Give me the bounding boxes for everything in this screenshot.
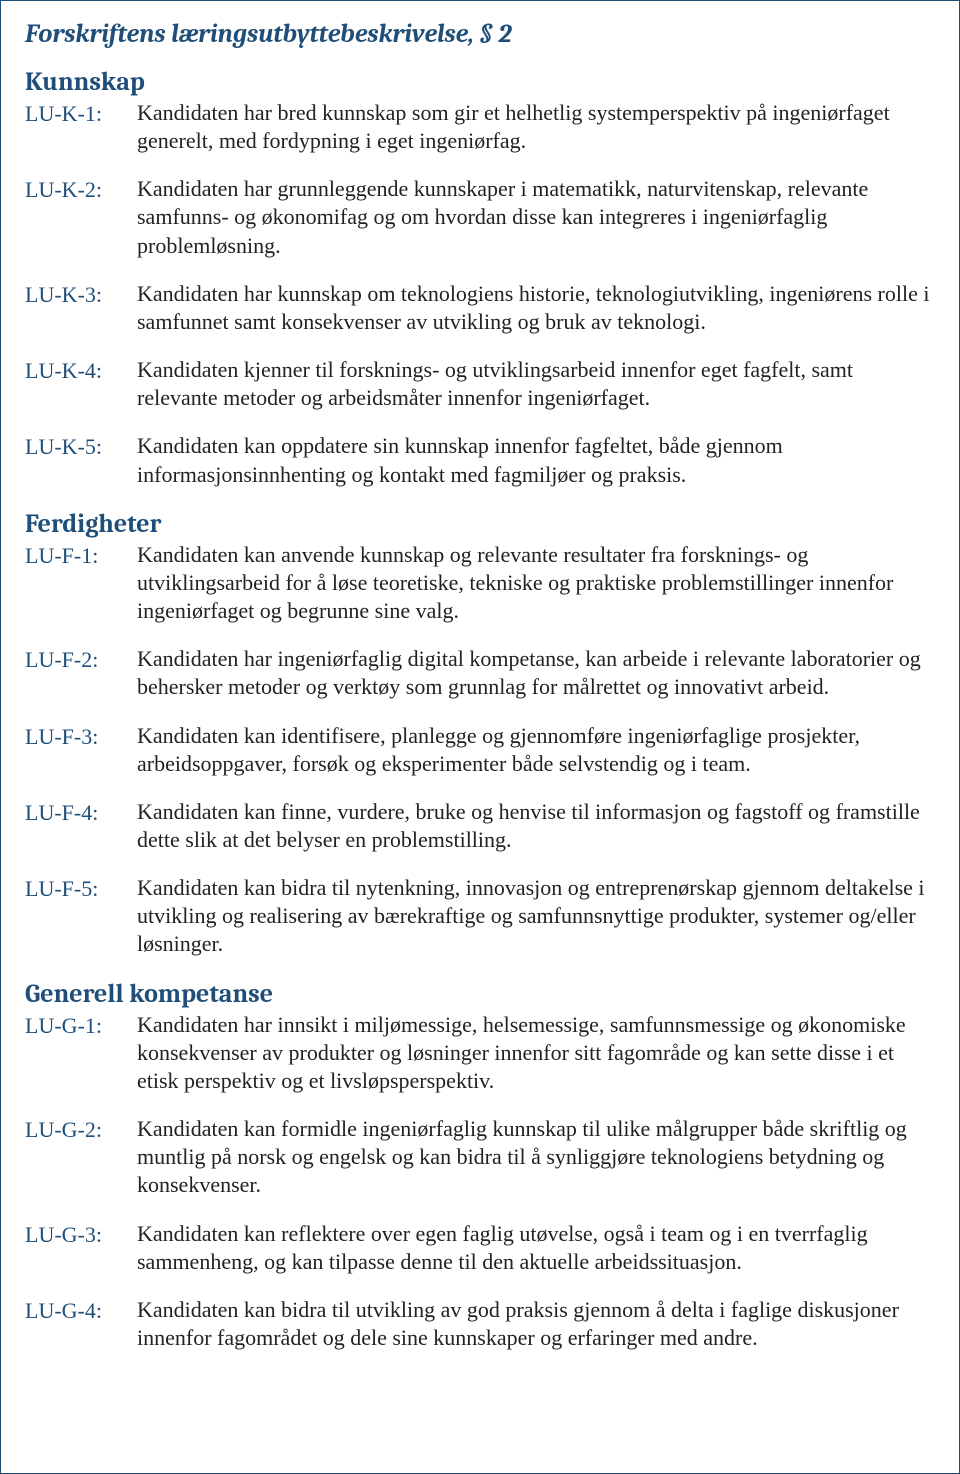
outcome-text: Kandidaten har ingeniørfaglig digital ko… [137,645,935,701]
outcome-item: LU-K-1: Kandidaten har bred kunnskap som… [25,99,935,155]
outcome-label: LU-G-4: [25,1296,137,1325]
section-generell-kompetanse: Generell kompetanse LU-G-1: Kandidaten h… [25,979,935,1353]
outcome-item: LU-G-4: Kandidaten kan bidra til utvikli… [25,1296,935,1352]
section-items-generell: LU-G-1: Kandidaten har innsikt i miljøme… [25,1011,935,1353]
outcome-text: Kandidaten kjenner til forsknings- og ut… [137,356,935,412]
section-items-kunnskap: LU-K-1: Kandidaten har bred kunnskap som… [25,99,935,489]
outcome-text: Kandidaten kan bidra til nytenkning, inn… [137,874,935,958]
section-heading-kunnskap: Kunnskap [25,67,935,97]
outcome-item: LU-F-5: Kandidaten kan bidra til nytenkn… [25,874,935,958]
outcome-text: Kandidaten kan finne, vurdere, bruke og … [137,798,935,854]
outcome-item: LU-F-1: Kandidaten kan anvende kunnskap … [25,541,935,625]
outcome-text: Kandidaten kan identifisere, planlegge o… [137,722,935,778]
outcome-label: LU-F-3: [25,722,137,751]
outcome-label: LU-F-1: [25,541,137,570]
section-items-ferdigheter: LU-F-1: Kandidaten kan anvende kunnskap … [25,541,935,959]
outcome-item: LU-K-3: Kandidaten har kunnskap om tekno… [25,280,935,336]
outcome-text: Kandidaten har bred kunnskap som gir et … [137,99,935,155]
outcome-text: Kandidaten har kunnskap om teknologiens … [137,280,935,336]
outcome-label: LU-K-5: [25,432,137,461]
outcome-item: LU-F-2: Kandidaten har ingeniørfaglig di… [25,645,935,701]
outcome-label: LU-K-4: [25,356,137,385]
section-heading-ferdigheter: Ferdigheter [25,509,935,539]
section-kunnskap: Kunnskap LU-K-1: Kandidaten har bred kun… [25,67,935,489]
outcome-text: Kandidaten kan bidra til utvikling av go… [137,1296,935,1352]
outcome-text: Kandidaten kan reflektere over egen fagl… [137,1220,935,1276]
outcome-item: LU-F-4: Kandidaten kan finne, vurdere, b… [25,798,935,854]
document-page: Forskriftens læringsutbyttebeskrivelse, … [0,0,960,1474]
outcome-label: LU-G-1: [25,1011,137,1040]
section-heading-generell: Generell kompetanse [25,979,935,1009]
outcome-text: Kandidaten har innsikt i miljømessige, h… [137,1011,935,1095]
outcome-text: Kandidaten kan formidle ingeniørfaglig k… [137,1115,935,1199]
outcome-item: LU-G-3: Kandidaten kan reflektere over e… [25,1220,935,1276]
outcome-label: LU-F-2: [25,645,137,674]
outcome-item: LU-F-3: Kandidaten kan identifisere, pla… [25,722,935,778]
section-ferdigheter: Ferdigheter LU-F-1: Kandidaten kan anven… [25,509,935,959]
outcome-text: Kandidaten kan anvende kunnskap og relev… [137,541,935,625]
outcome-item: LU-K-4: Kandidaten kjenner til forskning… [25,356,935,412]
outcome-label: LU-G-2: [25,1115,137,1144]
outcome-label: LU-F-4: [25,798,137,827]
outcome-item: LU-K-5: Kandidaten kan oppdatere sin kun… [25,432,935,488]
outcome-item: LU-G-2: Kandidaten kan formidle ingeniør… [25,1115,935,1199]
outcome-label: LU-K-2: [25,175,137,204]
outcome-item: LU-G-1: Kandidaten har innsikt i miljøme… [25,1011,935,1095]
document-title: Forskriftens læringsutbyttebeskrivelse, … [25,19,935,49]
outcome-label: LU-F-5: [25,874,137,903]
outcome-label: LU-K-3: [25,280,137,309]
outcome-label: LU-G-3: [25,1220,137,1249]
outcome-item: LU-K-2: Kandidaten har grunnleggende kun… [25,175,935,259]
outcome-text: Kandidaten har grunnleggende kunnskaper … [137,175,935,259]
outcome-label: LU-K-1: [25,99,137,128]
outcome-text: Kandidaten kan oppdatere sin kunnskap in… [137,432,935,488]
